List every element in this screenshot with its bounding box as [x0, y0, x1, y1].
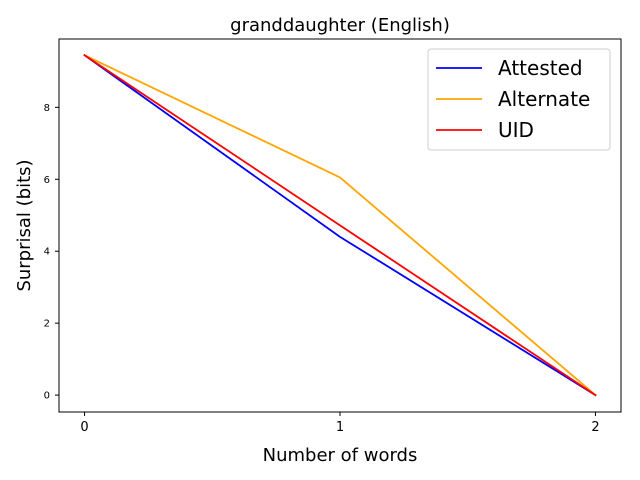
x-tick-label: 0 [80, 420, 88, 435]
series-line-alternate [83, 53, 597, 397]
y-tick-label: 0 [44, 391, 50, 402]
y-tick-label: 4 [44, 247, 50, 258]
x-axis-label: Number of words [263, 445, 418, 466]
chart-title: granddaughter (English) [230, 15, 450, 36]
series-layer [83, 53, 597, 397]
x-axis: 0 1 2 [80, 412, 600, 435]
legend-label-attested: Attested [498, 56, 583, 80]
series-line-attested [83, 53, 597, 397]
x-tick-label: 1 [336, 420, 344, 435]
y-tick-label: 2 [44, 319, 50, 330]
legend-label-uid: UID [498, 118, 534, 142]
legend-label-alternate: Alternate [498, 87, 590, 111]
y-axis-label: Surprisal (bits) [14, 159, 35, 291]
y-tick-label: 6 [44, 175, 50, 186]
series-line-uid [83, 53, 597, 397]
y-axis: 0 2 4 6 8 [44, 103, 59, 402]
legend-box [427, 48, 611, 151]
x-tick-label: 2 [591, 420, 599, 435]
y-tick-label: 8 [44, 103, 50, 114]
legend: Attested Alternate UID [427, 48, 611, 151]
